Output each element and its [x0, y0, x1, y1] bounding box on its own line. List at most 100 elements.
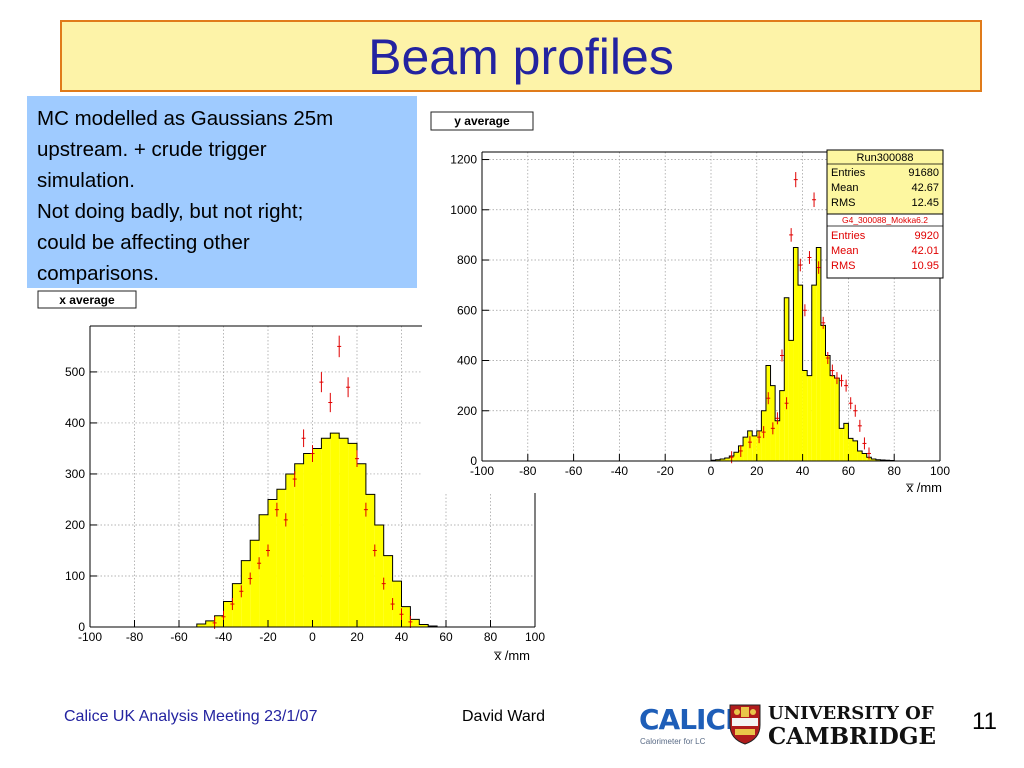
data-point: [853, 404, 858, 417]
stats-data-mean: 42.67: [911, 182, 939, 194]
x-tick-label: 0: [708, 464, 715, 478]
histogram-bin: [857, 450, 863, 461]
stats-mc-rms-label: RMS: [831, 260, 855, 272]
x-tick-label: -20: [657, 464, 675, 478]
histogram-bin: [419, 624, 429, 627]
data-point: [789, 228, 794, 242]
x-tick-label: 0: [309, 630, 316, 644]
stats-data-mean-label: Mean: [831, 182, 859, 194]
histogram-bin: [374, 524, 384, 627]
data-point: [761, 426, 766, 439]
data-point: [798, 258, 803, 272]
stats-mc-entries: 9920: [915, 230, 939, 242]
x-tick-label: -40: [215, 630, 233, 644]
stats-data-label: Run300088: [857, 152, 914, 164]
cambridge-line1: UNIVERSITY OF: [768, 703, 934, 724]
histogram-bin: [752, 435, 757, 461]
histogram-bin: [365, 494, 375, 627]
histogram-bin: [205, 620, 215, 627]
data-point: [266, 544, 270, 557]
histogram-bin: [848, 438, 853, 461]
histogram-bin: [268, 499, 277, 627]
histogram-bin: [802, 370, 808, 461]
histogram-bin: [250, 540, 260, 627]
data-point: [793, 172, 798, 188]
data-point: [310, 445, 315, 463]
histogram-bin: [811, 285, 817, 461]
x-mc-histogram: [196, 432, 438, 627]
histogram-bin: [259, 514, 268, 627]
data-point: [844, 379, 849, 392]
data-point: [381, 577, 386, 590]
histogram-bin: [820, 325, 826, 461]
x-tick-label: -20: [259, 630, 277, 644]
stats-mc-label: G4_300088_Mokka6.2: [842, 215, 928, 225]
x-tick-label: 20: [750, 464, 764, 478]
page-number: 11: [972, 708, 997, 735]
x-average-title-box: [37, 290, 137, 309]
stats-mc-mean: 42.01: [911, 245, 939, 257]
histogram-bin: [793, 247, 799, 461]
histogram-bin: [875, 459, 881, 461]
note-line: could be affecting other: [37, 231, 250, 254]
calice-logo: CALICE Calorimeter for LC: [639, 703, 744, 749]
stats-mc-mean-label: Mean: [831, 245, 859, 257]
histogram-bin: [303, 453, 313, 627]
stats-mc-entries-label: Entries: [831, 230, 866, 242]
y-tick-label: 400: [65, 416, 85, 430]
histogram-bin: [784, 297, 789, 461]
note-box: MC modelled as Gaussians 25m upstream. +…: [27, 96, 417, 288]
footer-author: David Ward: [462, 708, 545, 725]
data-point: [230, 598, 235, 611]
data-point: [816, 261, 821, 274]
x-tick-label: -80: [519, 464, 537, 478]
data-point: [830, 364, 835, 377]
x-average-title: x average: [59, 293, 115, 307]
data-point: [825, 352, 830, 364]
note-line: MC modelled as Gaussians 25m: [37, 107, 334, 130]
data-point: [355, 450, 359, 467]
histogram-bin: [765, 365, 771, 461]
histogram-bin: [392, 581, 402, 627]
data-point: [319, 372, 324, 393]
histogram-bin: [743, 437, 748, 461]
data-point: [390, 598, 395, 611]
y-tick-label: 200: [457, 404, 477, 418]
y-tick-label: 400: [457, 354, 477, 368]
y-average-plot: y average -100 -80 -60 -40 -20 0 20 40 60 80 10002…: [422, 108, 962, 493]
data-point: [399, 608, 404, 621]
histogram-bin: [410, 619, 420, 627]
cambridge-crest-icon: [729, 704, 761, 745]
histogram-bin: [724, 457, 730, 461]
histogram-bin: [825, 355, 831, 461]
data-point: [770, 422, 775, 435]
y-tick-label: 600: [457, 303, 477, 317]
y-tick-label: 200: [65, 518, 85, 532]
footer-meeting: Calice UK Analysis Meeting 23/1/07: [64, 708, 318, 725]
y-tick-label: 800: [457, 253, 477, 267]
histogram-bin: [807, 375, 812, 461]
data-point: [867, 447, 872, 460]
histogram-bin: [756, 430, 762, 461]
histogram-bin: [339, 438, 349, 627]
data-point: [301, 429, 306, 448]
data-point: [757, 431, 762, 444]
x-tick-label: 40: [796, 464, 810, 478]
x-tick-label: 100: [525, 630, 545, 644]
histogram-bin: [779, 390, 785, 461]
histogram-bin: [357, 463, 366, 627]
stats-data-entries: 91680: [908, 167, 939, 179]
data-point: [239, 585, 244, 598]
x-tick-label: -100: [78, 630, 102, 644]
data-point: [337, 335, 342, 358]
note-line: comparisons.: [37, 262, 159, 285]
histogram-bin: [312, 448, 322, 627]
histogram-bin: [788, 340, 794, 461]
data-point: [766, 392, 771, 405]
histogram-bin: [715, 459, 721, 461]
histogram-bin: [383, 555, 393, 627]
y-average-title: y average: [454, 114, 510, 128]
histogram-bin: [834, 378, 840, 461]
data-point: [363, 502, 368, 517]
y-tick-label: 0: [78, 620, 85, 634]
